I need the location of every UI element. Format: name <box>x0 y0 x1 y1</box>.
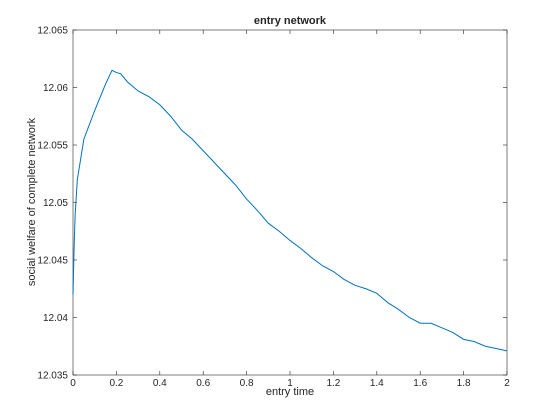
y-tick-label: 12.045 <box>37 256 68 267</box>
y-tick-label: 12.035 <box>37 371 68 382</box>
y-tick-label: 12.055 <box>37 141 68 152</box>
data-line <box>72 69 508 352</box>
x-tick-label: 0 <box>70 378 76 389</box>
x-axis-label: entry time <box>266 386 314 398</box>
x-tick-label: 1 <box>287 378 293 389</box>
y-axis-label: social welfare of complete network <box>26 117 38 286</box>
y-tick-label: 12.05 <box>43 198 68 209</box>
x-tick-label: 0.4 <box>153 378 167 389</box>
x-tick-label: 2 <box>504 378 510 389</box>
x-tick-label: 1.2 <box>326 378 340 389</box>
y-tick-label: 12.04 <box>43 313 68 324</box>
x-tick-label: 0.6 <box>196 378 210 389</box>
x-tick-label: 0.8 <box>240 378 254 389</box>
chart-title: entry network <box>254 15 327 27</box>
x-tick-label: 1.6 <box>413 378 427 389</box>
x-tick-label: 1.4 <box>370 378 384 389</box>
y-tick-label: 12.06 <box>43 83 68 94</box>
x-tick-label: 1.8 <box>457 378 471 389</box>
y-tick-label: 12.065 <box>37 26 68 37</box>
x-tick-label: 0.2 <box>109 378 123 389</box>
